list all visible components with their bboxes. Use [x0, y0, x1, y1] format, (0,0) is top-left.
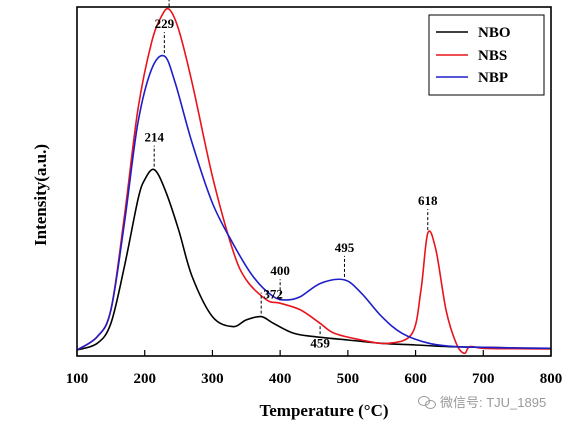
legend-label-nbs: NBS — [478, 48, 507, 64]
x-axis-ticks: 100 200 300 400 500 600 700 800 — [66, 350, 563, 387]
x-tick-label: 200 — [133, 371, 156, 387]
watermark: 微信号: TJU_1895 — [418, 392, 546, 411]
peak-annotations: 236229214400495372459618 — [144, 0, 438, 350]
peak-label: 495 — [335, 240, 355, 255]
legend: NBO NBS NBP — [428, 14, 545, 96]
wechat-icon — [418, 395, 436, 409]
peak-label: 618 — [418, 193, 438, 208]
series-lines — [76, 7, 552, 355]
x-tick-label: 400 — [269, 371, 292, 387]
peak-label: 372 — [263, 287, 283, 302]
legend-label-nbo: NBO — [478, 25, 511, 41]
x-tick-label: 100 — [66, 371, 89, 387]
series-line-nbp — [76, 54, 552, 351]
x-tick-label: 500 — [337, 371, 360, 387]
series-line-nbo — [76, 168, 552, 351]
series-line-nbs — [76, 7, 552, 355]
peak-label: 214 — [144, 130, 164, 145]
watermark-text: 微信号: TJU_1895 — [440, 395, 547, 410]
peak-label: 459 — [310, 335, 330, 350]
x-axis-title: Temperature (°C) — [259, 401, 388, 420]
peak-label: 400 — [270, 263, 290, 278]
x-tick-label: 300 — [201, 371, 224, 387]
legend-label-nbp: NBP — [478, 70, 508, 86]
peak-label: 229 — [155, 16, 175, 31]
x-tick-label: 600 — [404, 371, 427, 387]
plot-frame — [76, 6, 552, 357]
x-tick-label: 800 — [540, 371, 563, 387]
y-axis-title: Intensity(a.u.) — [31, 144, 50, 246]
x-tick-label: 700 — [472, 371, 495, 387]
